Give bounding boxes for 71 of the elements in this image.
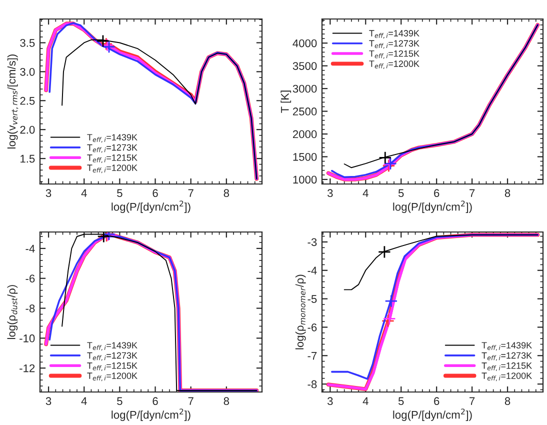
x-axis-title: log(P/[dyn/cm$^{2}$]) — [393, 200, 472, 213]
y-tick-label: 1500 — [293, 152, 317, 161]
legend-label: T$_{eff,i}$=1215K — [87, 154, 138, 163]
x-tick-label: 4 — [81, 397, 87, 405]
legend-label: T$_{eff,i}$=1215K — [369, 50, 420, 59]
legend-label: T$_{eff,i}$=1215K — [482, 362, 532, 371]
y-tick-label: 4000 — [292, 39, 317, 48]
y-tick-label: 3.5 — [20, 39, 35, 47]
x-tick-label: 7 — [188, 397, 194, 405]
x-tick-label: 6 — [434, 189, 440, 198]
legend-label: T$_{eff,i}$=1273K — [482, 352, 532, 361]
x-tick-label: 8 — [504, 397, 510, 406]
y-tick-label: 2.0 — [20, 126, 35, 134]
y-tick-label: 3.0 — [20, 68, 35, 76]
y-tick-label: -6 — [26, 274, 35, 282]
legend-label: T$_{eff,i}$=1439K — [369, 30, 420, 39]
y-tick-label: -10 — [20, 334, 35, 342]
legend-label: T$_{eff,i}$=1273K — [87, 144, 138, 153]
legend-label: T$_{eff,i}$=1273K — [87, 352, 138, 361]
y-axis-title: log(v$_{vert,rms}$/[cm/s]) — [7, 54, 18, 148]
x-axis-title: log(P/[dyn/cm$^{2}$]) — [393, 408, 472, 421]
x-tick-label: 3 — [327, 189, 333, 198]
x-tick-label: 4 — [362, 189, 368, 197]
y-tick-label: -6 — [308, 323, 317, 332]
y-tick-label: 2500 — [292, 108, 317, 116]
x-tick-label: 5 — [398, 189, 404, 198]
legend-label: T$_{eff,i}$=1200K — [87, 372, 138, 382]
y-tick-label: -8 — [26, 304, 35, 312]
x-tick-label: 7 — [470, 189, 475, 197]
x-tick-label: 3 — [327, 397, 333, 406]
legend-label: T$_{eff,i}$=1215K — [87, 362, 138, 371]
y-axis-title: log(ρ$_{dust}$/ρ) — [7, 285, 18, 339]
y-tick-label: 3500 — [292, 62, 317, 70]
x-tick-label: 5 — [398, 397, 404, 406]
legend-label: T$_{eff,i}$=1439K — [87, 342, 138, 351]
x-tick-label: 3 — [46, 189, 52, 198]
y-axis-title: T [K] — [280, 90, 292, 113]
y-tick-label: 1000 — [293, 176, 317, 184]
y-tick-label: -3 — [308, 238, 317, 246]
legend-label: T$_{eff,i}$=1439K — [87, 134, 138, 143]
y-tick-label: 2.5 — [20, 96, 35, 105]
y-tick-label: 3000 — [292, 84, 317, 93]
x-tick-label: 8 — [224, 397, 230, 406]
x-tick-label: 4 — [362, 397, 368, 405]
x-tick-label: 7 — [470, 397, 475, 405]
legend-label: T$_{eff,i}$=1200K — [482, 372, 532, 382]
y-tick-label: -4 — [308, 266, 317, 274]
y-tick-label: -5 — [308, 295, 317, 303]
x-tick-label: 8 — [504, 189, 510, 198]
y-tick-label: -8 — [308, 380, 317, 388]
x-tick-label: 7 — [188, 189, 194, 197]
y-tick-label: 1.5 — [20, 154, 35, 163]
x-tick-label: 8 — [224, 189, 230, 198]
x-tick-label: 4 — [81, 189, 87, 197]
y-tick-label: 2000 — [292, 130, 317, 138]
x-tick-label: 6 — [152, 189, 158, 198]
x-tick-label: 5 — [117, 397, 122, 406]
x-tick-label: 5 — [117, 189, 122, 198]
x-tick-label: 6 — [152, 397, 158, 406]
x-tick-label: 3 — [46, 397, 52, 406]
legend-label: T$_{eff,i}$=1200K — [87, 164, 138, 174]
y-axis-title: log(ρ$_{monomer}$/ρ) — [295, 274, 306, 350]
x-tick-label: 6 — [434, 397, 440, 406]
y-tick-label: -12 — [20, 364, 35, 372]
x-axis-title: log(P/[dyn/cm$^{2}$]) — [112, 200, 190, 213]
x-axis-title: log(P/[dyn/cm$^{2}$]) — [112, 408, 190, 421]
legend-label: T$_{eff,i}$=1200K — [369, 60, 420, 70]
y-tick-label: -4 — [26, 244, 35, 252]
legend-label: T$_{eff,i}$=1439K — [482, 342, 532, 351]
y-tick-label: -7 — [308, 352, 317, 360]
legend-label: T$_{eff,i}$=1273K — [369, 40, 420, 49]
